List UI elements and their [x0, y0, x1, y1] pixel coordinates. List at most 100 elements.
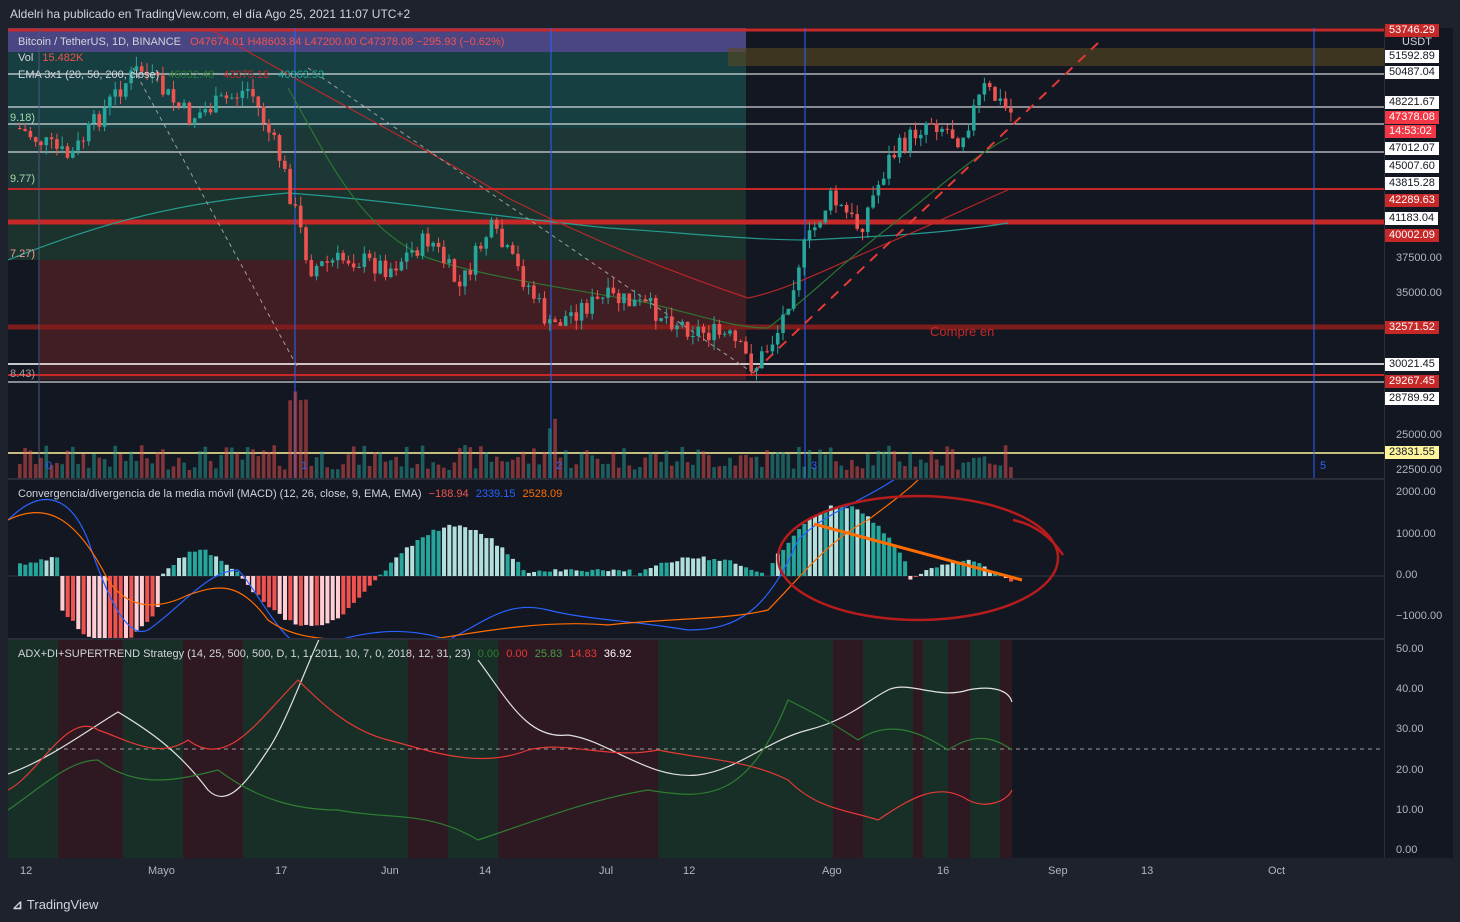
candle-body[interactable]: [394, 268, 398, 271]
candle-body[interactable]: [632, 299, 637, 307]
candle-body[interactable]: [760, 351, 764, 369]
volume-label[interactable]: Vol: [18, 52, 34, 64]
tradingview-logo[interactable]: ⊿ TradingView: [12, 897, 98, 913]
candle-body[interactable]: [532, 285, 536, 299]
candle-body[interactable]: [516, 253, 520, 267]
candle-body[interactable]: [897, 137, 902, 158]
candle-body[interactable]: [669, 316, 674, 330]
candle-body[interactable]: [124, 83, 128, 97]
candle-body[interactable]: [362, 253, 367, 267]
candle-body[interactable]: [192, 118, 197, 124]
candle-body[interactable]: [717, 324, 722, 335]
candle-body[interactable]: [44, 137, 49, 146]
candle-body[interactable]: [489, 219, 494, 238]
candle-body[interactable]: [309, 260, 314, 277]
candle-body[interactable]: [542, 298, 547, 324]
candle-body[interactable]: [320, 261, 324, 266]
candle-body[interactable]: [802, 240, 806, 268]
candle-body[interactable]: [495, 219, 499, 229]
candle-body[interactable]: [701, 326, 706, 333]
candle-body[interactable]: [638, 299, 642, 301]
candle-body[interactable]: [224, 95, 229, 99]
candle-body[interactable]: [892, 154, 897, 158]
candle-body[interactable]: [426, 233, 430, 247]
candle-body[interactable]: [590, 296, 594, 314]
candle-body[interactable]: [675, 325, 679, 330]
candle-body[interactable]: [966, 130, 971, 138]
candle-body[interactable]: [182, 102, 186, 107]
candle-body[interactable]: [781, 314, 785, 334]
currency-label[interactable]: USDT: [1402, 36, 1432, 48]
candle-body[interactable]: [945, 128, 950, 130]
candle-body[interactable]: [23, 128, 27, 131]
candle-body[interactable]: [33, 137, 38, 142]
candle-body[interactable]: [548, 319, 552, 324]
candle-body[interactable]: [404, 252, 409, 262]
candle-body[interactable]: [728, 330, 732, 334]
candle-body[interactable]: [696, 326, 700, 337]
candle-body[interactable]: [256, 96, 261, 107]
candle-body[interactable]: [1009, 108, 1013, 113]
candle-body[interactable]: [924, 123, 928, 135]
chart-canvas[interactable]: [8, 28, 1384, 858]
candle-body[interactable]: [145, 71, 149, 75]
candle-body[interactable]: [908, 129, 912, 151]
candle-body[interactable]: [261, 106, 266, 124]
candle-body[interactable]: [526, 285, 531, 287]
candle-body[interactable]: [203, 109, 208, 113]
symbol-label[interactable]: Bitcoin / TetherUS, 1D, BINANCE: [18, 36, 182, 48]
candle-body[interactable]: [934, 123, 939, 132]
candle-body[interactable]: [807, 230, 812, 241]
candle-body[interactable]: [993, 87, 997, 101]
candle-body[interactable]: [871, 195, 875, 208]
candle-body[interactable]: [813, 227, 817, 231]
candle-body[interactable]: [357, 266, 361, 268]
candle-body[interactable]: [208, 109, 213, 113]
candle-body[interactable]: [940, 128, 944, 132]
candle-body[interactable]: [420, 233, 425, 256]
candle-body[interactable]: [431, 242, 435, 247]
candle-body[interactable]: [177, 102, 181, 107]
candle-body[interactable]: [97, 114, 102, 127]
candle-body[interactable]: [691, 336, 695, 338]
candle-body[interactable]: [654, 297, 658, 321]
candle-body[interactable]: [961, 137, 965, 148]
candle-body[interactable]: [601, 297, 605, 299]
candle-body[interactable]: [118, 89, 123, 97]
candle-body[interactable]: [283, 160, 287, 169]
candle-body[interactable]: [457, 281, 462, 287]
candle-body[interactable]: [198, 112, 202, 119]
candle-body[interactable]: [733, 330, 738, 342]
candle-body[interactable]: [76, 140, 80, 151]
candle-body[interactable]: [346, 260, 351, 264]
candle-body[interactable]: [267, 123, 271, 133]
candle-body[interactable]: [272, 132, 276, 136]
candle-body[interactable]: [712, 324, 716, 341]
candle-body[interactable]: [797, 267, 801, 291]
candle-body[interactable]: [913, 129, 918, 139]
candle-body[interactable]: [71, 150, 75, 158]
candle-body[interactable]: [579, 303, 584, 321]
candle-body[interactable]: [765, 351, 769, 353]
candle-body[interactable]: [563, 316, 568, 326]
candle-body[interactable]: [399, 261, 404, 271]
candle-body[interactable]: [473, 245, 478, 275]
candle-body[interactable]: [468, 270, 473, 275]
candle-body[interactable]: [929, 123, 934, 125]
candle-body[interactable]: [383, 260, 388, 278]
candle-body[interactable]: [982, 83, 987, 95]
adx-canvas[interactable]: [8, 640, 1384, 858]
candle-body[interactable]: [230, 97, 234, 99]
candle-body[interactable]: [55, 139, 59, 149]
candle-body[interactable]: [611, 287, 616, 294]
candle-body[interactable]: [839, 204, 844, 206]
candle-body[interactable]: [314, 265, 319, 277]
candle-body[interactable]: [558, 322, 563, 326]
candle-body[interactable]: [998, 98, 1003, 101]
candle-body[interactable]: [410, 250, 414, 253]
candle-body[interactable]: [336, 252, 340, 261]
candle-body[interactable]: [166, 89, 170, 95]
candle-body[interactable]: [65, 146, 70, 158]
candle-body[interactable]: [569, 312, 573, 317]
candle-body[interactable]: [770, 344, 775, 352]
